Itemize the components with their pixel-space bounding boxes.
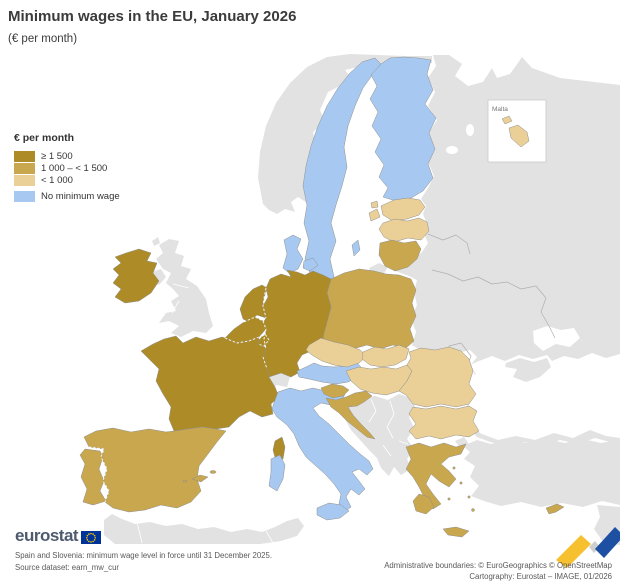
country-romania bbox=[398, 346, 477, 408]
country-finland bbox=[369, 56, 437, 202]
country-greece bbox=[405, 442, 467, 510]
eu-countries bbox=[79, 56, 565, 538]
country-portugal bbox=[79, 448, 107, 506]
island-corsica bbox=[272, 436, 286, 462]
footnote-spain-slovenia: Spain and Slovenia: minimum wage level i… bbox=[15, 551, 273, 560]
country-turkey bbox=[463, 439, 620, 507]
country-cyprus bbox=[545, 503, 565, 515]
legend-item-low: < 1 000 bbox=[14, 175, 120, 186]
region-turkish-thrace bbox=[455, 437, 469, 449]
island-ibiza bbox=[182, 479, 188, 483]
island-aegean-2 bbox=[459, 481, 463, 485]
country-spain bbox=[83, 426, 227, 513]
lake-onega bbox=[466, 124, 474, 136]
island-sicily bbox=[316, 502, 350, 521]
legend-swatch-low bbox=[14, 175, 35, 186]
island-gotland bbox=[351, 239, 361, 257]
legend-label-none: No minimum wage bbox=[41, 191, 120, 202]
island-sardinia bbox=[268, 454, 286, 492]
island-saaremaa bbox=[368, 208, 381, 222]
malta-inset-label: Malta bbox=[492, 106, 508, 113]
region-western-balkans bbox=[340, 394, 416, 476]
country-estonia bbox=[380, 197, 426, 222]
country-norway bbox=[258, 54, 432, 214]
barents-sea bbox=[520, 55, 620, 85]
dashed-borders bbox=[88, 287, 270, 503]
white-sea bbox=[449, 55, 523, 86]
legend-swatch-high bbox=[14, 151, 35, 162]
island-zealand bbox=[302, 257, 319, 272]
country-croatia bbox=[325, 390, 376, 440]
island-hiiumaa bbox=[370, 200, 379, 209]
country-ireland bbox=[112, 248, 160, 304]
country-bulgaria bbox=[408, 405, 480, 440]
sea-of-azov bbox=[533, 326, 580, 351]
region-north-africa bbox=[104, 514, 304, 544]
page-title: Minimum wages in the EU, January 2026 bbox=[8, 8, 297, 25]
country-france bbox=[140, 335, 280, 432]
attribution-boundaries: Administrative boundaries: © EuroGeograp… bbox=[384, 561, 612, 570]
legend-swatch-mid bbox=[14, 163, 35, 174]
island-menorca bbox=[209, 470, 217, 474]
footnote-source-dataset: Source dataset: earn_mw_cur bbox=[15, 563, 120, 572]
island-crete bbox=[442, 526, 470, 538]
lake-ladoga bbox=[446, 146, 458, 154]
non-eu-borders bbox=[136, 233, 556, 544]
island-gozo bbox=[501, 115, 513, 125]
island-rhodes bbox=[471, 508, 475, 512]
island-aegean-4 bbox=[467, 495, 471, 499]
country-denmark bbox=[282, 234, 304, 274]
page-subtitle: (€ per month) bbox=[8, 33, 78, 45]
country-slovenia bbox=[320, 383, 350, 399]
country-germany bbox=[262, 269, 332, 378]
region-peloponnese bbox=[412, 493, 435, 515]
pencil-yellow-ribbon bbox=[556, 535, 591, 568]
legend-item-high: ≥ 1 500 bbox=[14, 151, 120, 162]
black-sea bbox=[468, 353, 620, 440]
country-united-kingdom bbox=[156, 239, 213, 337]
country-latvia bbox=[378, 217, 430, 243]
legend-header: € per month bbox=[14, 132, 75, 144]
islands-balearic bbox=[191, 474, 209, 483]
legend-label-low: < 1 000 bbox=[41, 175, 73, 186]
pencil-blue-ribbon bbox=[595, 527, 620, 558]
seas bbox=[446, 55, 620, 440]
legend-swatch-none bbox=[14, 191, 35, 202]
eu-flag-icon bbox=[81, 530, 102, 545]
eurostat-logo: eurostat bbox=[15, 526, 102, 546]
region-hebrides bbox=[152, 237, 160, 246]
malta-inset: Malta bbox=[487, 99, 547, 163]
legend-item-none: No minimum wage bbox=[14, 191, 120, 202]
country-poland bbox=[322, 268, 417, 350]
island-aegean-3 bbox=[447, 497, 451, 501]
region-crimea bbox=[505, 358, 551, 382]
legend: € per month ≥ 1 500 1 000 – < 1 500 < 1 … bbox=[14, 132, 120, 203]
pencil-logo bbox=[556, 527, 620, 568]
eurostat-logo-text: eurostat bbox=[15, 526, 79, 545]
attribution-cartography: Cartography: Eurostat – IMAGE, 01/2026 bbox=[469, 572, 612, 581]
legend-item-mid: 1 000 – < 1 500 bbox=[14, 163, 120, 174]
island-malta bbox=[508, 124, 530, 148]
country-slovakia bbox=[361, 344, 410, 368]
country-czechia bbox=[305, 337, 368, 368]
legend-label-mid: 1 000 – < 1 500 bbox=[41, 163, 108, 174]
country-netherlands bbox=[239, 284, 268, 323]
pencil-gray-tip bbox=[589, 541, 600, 553]
island-aegean-1 bbox=[452, 466, 456, 470]
legend-label-high: ≥ 1 500 bbox=[41, 151, 73, 162]
country-lithuania bbox=[378, 239, 422, 272]
